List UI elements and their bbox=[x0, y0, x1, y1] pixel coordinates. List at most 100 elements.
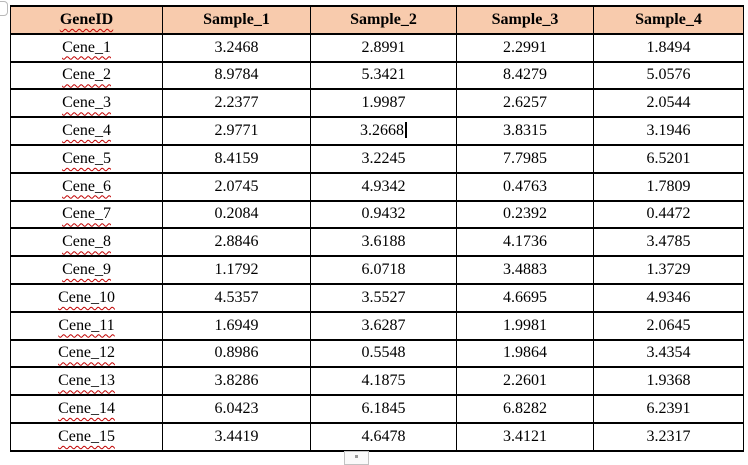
value-cell[interactable]: 0.2084 bbox=[162, 199, 311, 230]
gene-id-cell[interactable]: Cene_8 bbox=[10, 227, 163, 258]
value-cell[interactable]: 0.2392 bbox=[456, 199, 594, 230]
gene-id-cell[interactable]: Cene_15 bbox=[10, 421, 163, 452]
value-cell[interactable]: 4.1736 bbox=[456, 227, 594, 258]
value-cell[interactable]: 3.4121 bbox=[456, 421, 594, 452]
value-cell[interactable]: 3.5527 bbox=[310, 282, 457, 313]
value-label: 2.2377 bbox=[214, 94, 259, 112]
value-label: 3.4785 bbox=[646, 233, 691, 251]
value-cell[interactable]: 3.6188 bbox=[310, 227, 457, 258]
value-cell[interactable]: 4.6478 bbox=[310, 421, 457, 452]
gene-id-label: Cene_10 bbox=[58, 288, 115, 306]
value-cell[interactable]: 5.0576 bbox=[593, 60, 744, 91]
gene-id-cell[interactable]: Cene_7 bbox=[10, 199, 163, 230]
gene-id-cell[interactable]: Cene_14 bbox=[10, 394, 163, 424]
table-row: Cene_9 1.1792 6.0718 3.4883 1.3729 bbox=[10, 255, 744, 285]
value-cell[interactable]: 1.7809 bbox=[593, 171, 744, 202]
gene-id-cell[interactable]: Cene_1 bbox=[10, 32, 163, 63]
value-cell[interactable]: 2.8846 bbox=[162, 227, 311, 258]
value-label: 6.0718 bbox=[361, 261, 406, 279]
value-cell[interactable]: 2.2377 bbox=[162, 88, 311, 119]
value-cell[interactable]: 4.1875 bbox=[310, 366, 457, 397]
value-cell[interactable]: 5.3421 bbox=[310, 60, 457, 91]
gene-id-cell[interactable]: Cene_11 bbox=[10, 310, 163, 341]
value-cell[interactable]: 4.9346 bbox=[593, 282, 744, 313]
column-header-sample-4[interactable]: Sample_4 bbox=[593, 5, 744, 35]
value-cell[interactable]: 4.6695 bbox=[456, 282, 594, 313]
value-cell[interactable]: 1.6949 bbox=[162, 310, 311, 341]
gene-id-cell[interactable]: Cene_6 bbox=[10, 171, 163, 202]
gene-id-cell[interactable]: Cene_10 bbox=[10, 282, 163, 313]
value-cell[interactable]: 3.2668 bbox=[310, 116, 457, 146]
value-cell[interactable]: 3.6287 bbox=[310, 310, 457, 341]
value-cell[interactable]: 3.1946 bbox=[593, 116, 744, 146]
value-cell[interactable]: 0.4763 bbox=[456, 171, 594, 202]
column-header-sample-2[interactable]: Sample_2 bbox=[310, 5, 457, 35]
value-cell[interactable]: 6.1845 bbox=[310, 394, 457, 424]
value-label: 4.6478 bbox=[361, 427, 406, 445]
value-cell[interactable]: 3.8286 bbox=[162, 366, 311, 397]
value-label: 1.8494 bbox=[646, 38, 691, 56]
value-cell[interactable]: 2.2601 bbox=[456, 366, 594, 397]
value-label: 0.5548 bbox=[361, 344, 406, 362]
gene-id-label: Cene_7 bbox=[62, 205, 111, 223]
value-cell[interactable]: 2.0745 bbox=[162, 171, 311, 202]
value-cell[interactable]: 2.9771 bbox=[162, 116, 311, 146]
value-cell[interactable]: 2.0645 bbox=[593, 310, 744, 341]
value-cell[interactable]: 4.5357 bbox=[162, 282, 311, 313]
value-cell[interactable]: 0.4472 bbox=[593, 199, 744, 230]
value-cell[interactable]: 1.9981 bbox=[456, 310, 594, 341]
gene-id-cell[interactable]: Cene_13 bbox=[10, 366, 163, 397]
value-label: 1.3729 bbox=[646, 261, 691, 279]
value-cell[interactable]: 3.8315 bbox=[456, 116, 594, 146]
value-label: 3.4121 bbox=[503, 427, 547, 445]
value-cell[interactable]: 1.8494 bbox=[593, 32, 744, 63]
gene-id-cell[interactable]: Cene_5 bbox=[10, 143, 163, 174]
value-cell[interactable]: 6.0423 bbox=[162, 394, 311, 424]
value-cell[interactable]: 3.4883 bbox=[456, 255, 594, 285]
value-cell[interactable]: 6.2391 bbox=[593, 394, 744, 424]
value-cell[interactable]: 3.2468 bbox=[162, 32, 311, 63]
value-cell[interactable]: 3.4354 bbox=[593, 338, 744, 369]
value-cell[interactable]: 8.4159 bbox=[162, 143, 311, 174]
gene-id-cell[interactable]: Cene_4 bbox=[10, 116, 163, 146]
value-cell[interactable]: 6.8282 bbox=[456, 394, 594, 424]
value-cell[interactable]: 1.9864 bbox=[456, 338, 594, 369]
value-cell[interactable]: 1.9987 bbox=[310, 88, 457, 119]
value-cell[interactable]: 1.1792 bbox=[162, 255, 311, 285]
gene-id-label: Cene_4 bbox=[62, 122, 111, 140]
value-cell[interactable]: 1.3729 bbox=[593, 255, 744, 285]
gene-id-label: Cene_13 bbox=[58, 372, 115, 390]
value-cell[interactable]: 7.7985 bbox=[456, 143, 594, 174]
value-label: 5.0576 bbox=[646, 66, 691, 84]
value-cell[interactable]: 6.0718 bbox=[310, 255, 457, 285]
gene-id-cell[interactable]: Cene_12 bbox=[10, 338, 163, 369]
value-cell[interactable]: 0.9432 bbox=[310, 199, 457, 230]
value-cell[interactable]: 6.5201 bbox=[593, 143, 744, 174]
gene-id-cell[interactable]: Cene_2 bbox=[10, 60, 163, 91]
value-cell[interactable]: 4.9342 bbox=[310, 171, 457, 202]
value-cell[interactable]: 3.2317 bbox=[593, 421, 744, 452]
value-label: 5.3421 bbox=[361, 66, 406, 84]
value-cell[interactable]: 8.4279 bbox=[456, 60, 594, 91]
gene-id-label: Cene_15 bbox=[58, 427, 115, 445]
column-header-sample-1[interactable]: Sample_1 bbox=[162, 5, 311, 35]
value-cell[interactable]: 0.8986 bbox=[162, 338, 311, 369]
value-cell[interactable]: 1.9368 bbox=[593, 366, 744, 397]
gene-id-cell[interactable]: Cene_3 bbox=[10, 88, 163, 119]
column-header-geneid[interactable]: GeneID bbox=[10, 5, 163, 35]
value-cell[interactable]: 0.5548 bbox=[310, 338, 457, 369]
value-cell[interactable]: 3.4785 bbox=[593, 227, 744, 258]
value-label: 0.4472 bbox=[646, 205, 691, 223]
column-header-sample-3[interactable]: Sample_3 bbox=[456, 5, 594, 35]
value-cell[interactable]: 2.6257 bbox=[456, 88, 594, 119]
gene-id-label: Cene_1 bbox=[62, 38, 111, 56]
value-cell[interactable]: 2.0544 bbox=[593, 88, 744, 119]
value-cell[interactable]: 3.2245 bbox=[310, 143, 457, 174]
value-label: 6.1845 bbox=[361, 400, 406, 418]
value-cell[interactable]: 8.9784 bbox=[162, 60, 311, 91]
value-cell[interactable]: 3.4419 bbox=[162, 421, 311, 452]
value-label: 1.6949 bbox=[214, 316, 259, 334]
value-cell[interactable]: 2.2991 bbox=[456, 32, 594, 63]
value-cell[interactable]: 2.8991 bbox=[310, 32, 457, 63]
gene-id-cell[interactable]: Cene_9 bbox=[10, 255, 163, 285]
